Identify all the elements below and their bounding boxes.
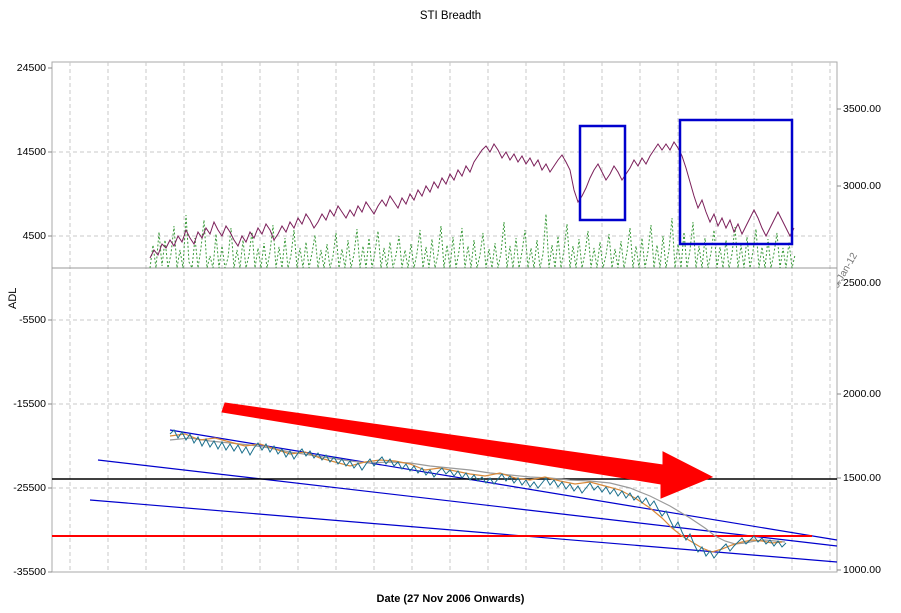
downtrend-arrow [221, 402, 714, 499]
chart-title: STI Breadth [419, 10, 482, 22]
y-tick-right-0: 3500.00 [843, 103, 881, 115]
series-sti-price [149, 141, 795, 259]
highlight-box-2 [678, 118, 794, 246]
channel-line-1 [97, 459, 837, 547]
highlight-box-1 [578, 124, 627, 222]
y-tick-left-5: -25500 [13, 482, 46, 494]
y-tick-right-3: 2000.00 [843, 388, 881, 400]
y-tick-left-3: -5500 [19, 314, 46, 326]
series-adl-cumulative [169, 429, 787, 559]
y-tick-right-5: 1000.00 [843, 564, 881, 576]
y-tick-left-4: -15500 [13, 398, 46, 410]
plot-frame [51, 61, 838, 573]
y-tick-left-2: 4500 [22, 230, 46, 242]
y-tick-right-1: 3000.00 [843, 180, 881, 192]
series-adl-ma-short [169, 433, 783, 553]
axis-ticks [48, 67, 841, 573]
y-tick-left-1: 14500 [16, 146, 46, 158]
series-adl-ma-long [169, 437, 786, 545]
y-tick-right-4: 1500.00 [843, 472, 881, 484]
x-axis-label: Date (27 Nov 2006 Onwards) [376, 593, 525, 605]
channel-line-3 [169, 429, 837, 541]
y-tick-left-6: -35500 [13, 566, 46, 578]
horizontal-gridlines [52, 151, 837, 489]
series-breadth-oscillator [149, 213, 796, 270]
y-tick-right-2: 2500.00 [843, 277, 881, 289]
y-tick-left-0: 24500 [16, 62, 46, 74]
